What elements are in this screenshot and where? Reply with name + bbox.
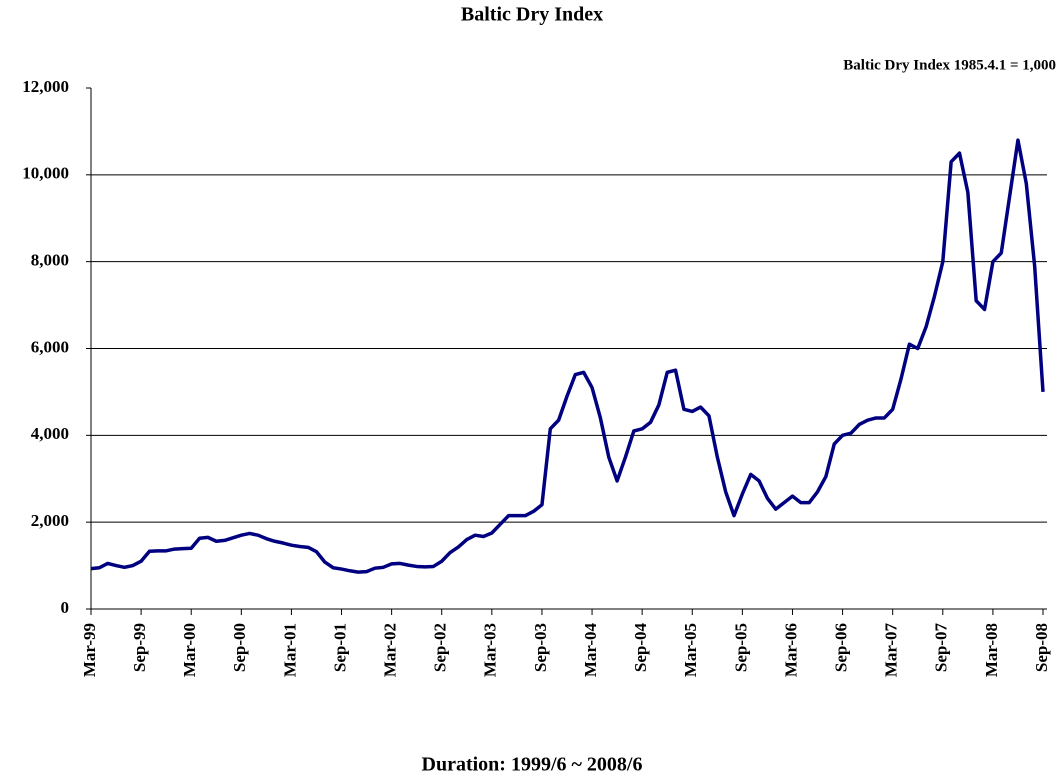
y-tick-label: 8,000 <box>31 251 69 270</box>
x-tick-label: Sep-05 <box>731 623 750 672</box>
data-line <box>90 138 1045 574</box>
x-tick-label: Mar-00 <box>180 623 199 677</box>
annotation: Baltic Dry Index 1985.4.1 = 1,000 <box>843 57 1056 73</box>
x-tick-label: Mar-07 <box>882 623 901 678</box>
x-tick-label: Mar-08 <box>982 623 1001 677</box>
x-tick-label: Mar-04 <box>581 623 600 678</box>
x-tick-label: Sep-99 <box>130 623 149 672</box>
x-tick-label: Sep-07 <box>932 623 951 673</box>
chart-title: Baltic Dry Index <box>461 4 603 26</box>
y-tick-label: 2,000 <box>31 511 69 530</box>
x-axis-title: Duration: 1999/6 ~ 2008/6 <box>422 754 643 776</box>
x-tick-label: Mar-02 <box>381 623 400 677</box>
y-tick-label: 6,000 <box>31 337 69 356</box>
y-tick-label: 4,000 <box>31 424 69 443</box>
x-tick-label: Sep-04 <box>631 623 650 673</box>
x-tick-label: Mar-01 <box>280 623 299 677</box>
x-tick-label: Sep-02 <box>431 623 450 672</box>
x-tick-label: Mar-03 <box>481 623 500 677</box>
y-tick-label: 12,000 <box>22 77 69 96</box>
y-tick-label: 10,000 <box>22 164 69 183</box>
x-tick-label: Mar-06 <box>781 623 800 677</box>
x-tick-label: Mar-99 <box>80 623 99 677</box>
x-tick-label: Mar-05 <box>681 623 700 677</box>
x-tick-label: Sep-08 <box>1032 623 1051 672</box>
x-tick-label: Sep-06 <box>831 623 850 672</box>
x-tick-label: Sep-03 <box>531 623 550 672</box>
x-tick-label: Sep-01 <box>330 623 349 672</box>
x-tick-label: Sep-00 <box>230 623 249 672</box>
y-tick-label: 0 <box>61 598 70 617</box>
